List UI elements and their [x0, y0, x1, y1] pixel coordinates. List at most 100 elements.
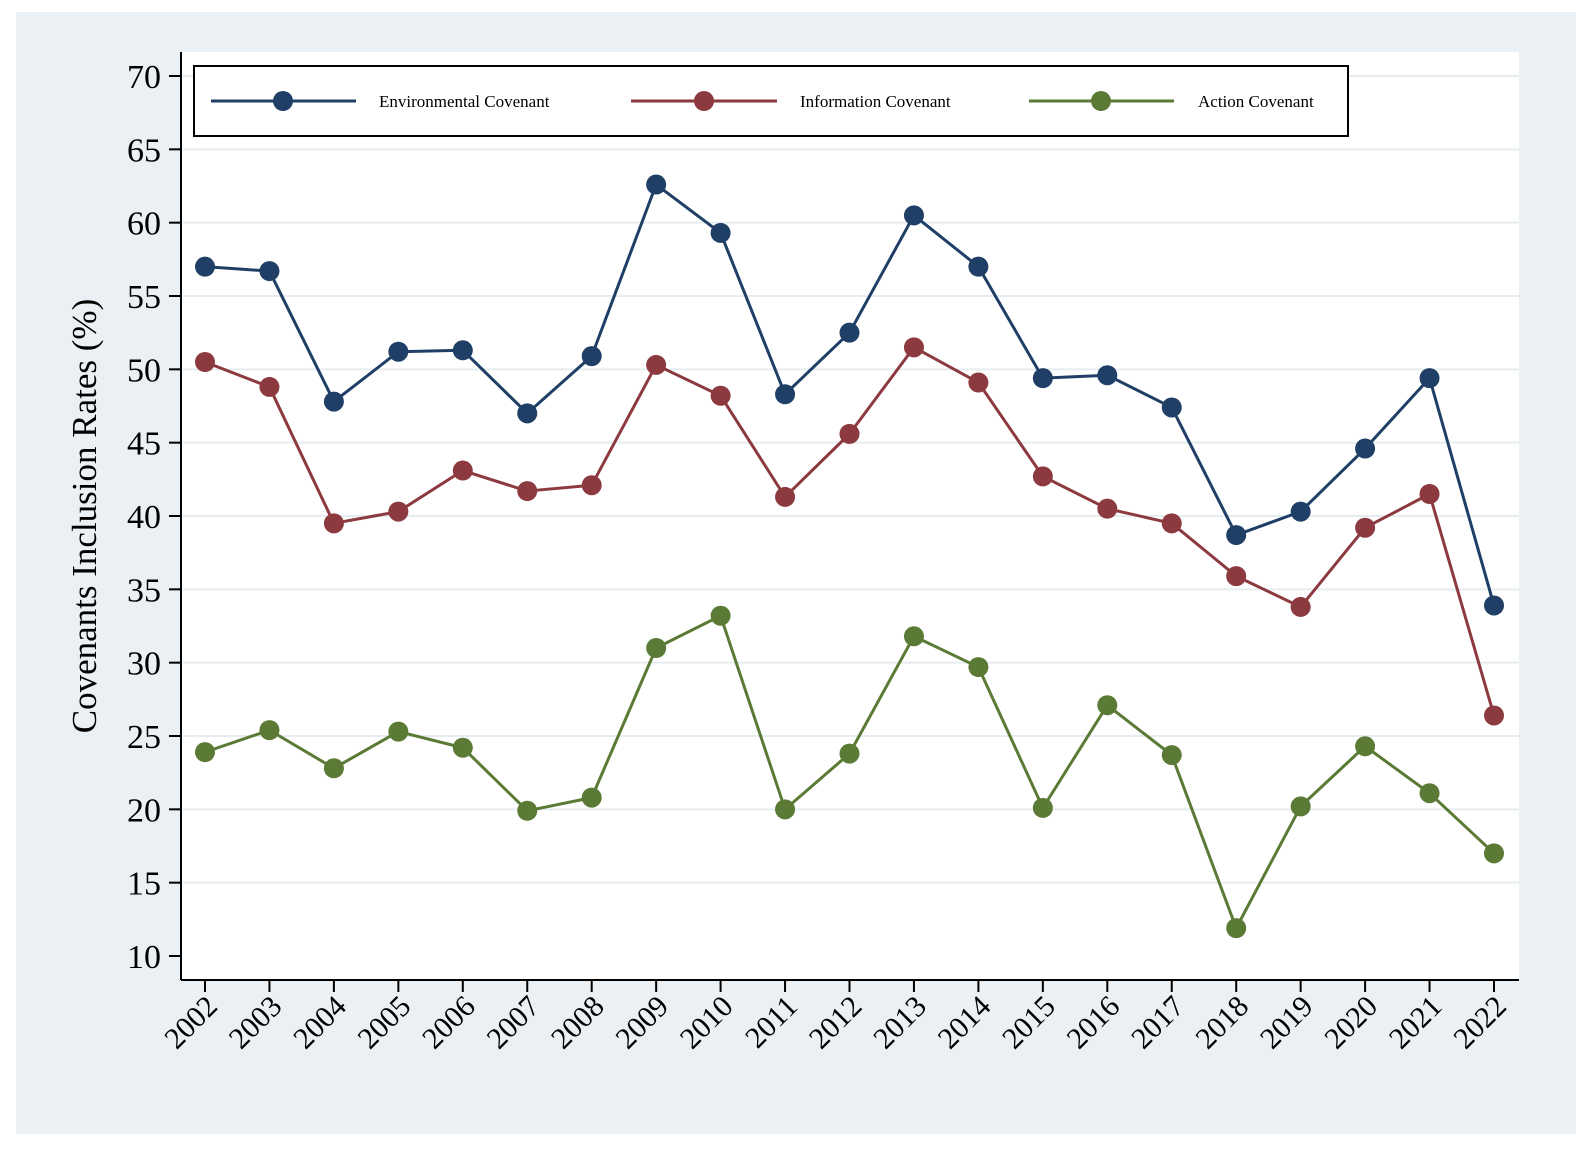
- x-tick-label: 2013: [867, 990, 933, 1056]
- x-tick-label: 2011: [739, 990, 804, 1055]
- data-point: [259, 261, 280, 282]
- data-point: [839, 423, 860, 444]
- data-point: [195, 742, 215, 763]
- data-point: [517, 800, 538, 821]
- y-tick-label: 70: [127, 59, 161, 96]
- data-point: [452, 737, 473, 758]
- legend-swatch-marker: [273, 91, 293, 111]
- y-tick-label: 50: [127, 352, 161, 389]
- legend-swatch-marker: [1091, 91, 1111, 111]
- data-point: [1161, 397, 1182, 418]
- data-point: [1226, 525, 1247, 546]
- y-tick-label: 15: [127, 866, 161, 903]
- data-point: [388, 341, 409, 362]
- x-tick-label: 2002: [158, 990, 224, 1056]
- x-tick-label: 2005: [352, 990, 418, 1056]
- y-tick-label: 40: [127, 499, 161, 536]
- data-point: [323, 513, 344, 534]
- y-tick-label: 25: [127, 719, 161, 756]
- y-tick-label: 45: [127, 426, 161, 463]
- data-point: [903, 205, 924, 226]
- legend-label: Environmental Covenant: [379, 92, 550, 111]
- y-tick-label: 55: [127, 279, 161, 316]
- data-point: [581, 787, 602, 808]
- x-tick-label: 2021: [1383, 990, 1449, 1056]
- data-point: [581, 475, 602, 496]
- y-tick-label: 20: [127, 792, 161, 829]
- x-tick-label: 2016: [1060, 990, 1126, 1056]
- data-point: [903, 626, 924, 647]
- data-point: [968, 372, 989, 393]
- x-tick-label: 2003: [223, 990, 289, 1056]
- x-tick-label: 2004: [287, 990, 353, 1056]
- data-point: [452, 460, 473, 481]
- data-point: [1290, 796, 1311, 817]
- x-tick-label: 2007: [480, 990, 546, 1056]
- y-tick-label: 10: [127, 939, 161, 976]
- series-action-covenant: [195, 605, 1504, 939]
- data-point: [1355, 517, 1376, 538]
- y-tick-label: 65: [127, 132, 161, 169]
- data-point: [1097, 498, 1118, 519]
- y-tick-label: 60: [127, 206, 161, 243]
- series-layer: [195, 174, 1504, 939]
- data-point: [1161, 745, 1182, 766]
- data-point: [517, 403, 538, 424]
- data-point: [1161, 513, 1182, 534]
- data-point: [1484, 843, 1504, 864]
- data-point: [1419, 783, 1440, 804]
- data-point: [1355, 736, 1376, 757]
- x-tick-label: 2006: [416, 990, 482, 1056]
- data-point: [259, 720, 280, 741]
- x-tick-label: 2010: [674, 990, 740, 1056]
- data-point: [1097, 695, 1118, 716]
- legend-item: Information Covenant: [631, 91, 951, 111]
- data-point: [1226, 918, 1247, 939]
- data-point: [1484, 595, 1504, 616]
- data-point: [775, 384, 796, 405]
- data-point: [1419, 484, 1440, 504]
- data-point: [1032, 466, 1053, 487]
- data-point: [710, 222, 731, 243]
- data-point: [1290, 501, 1311, 522]
- data-point: [517, 481, 538, 502]
- legend-item: Action Covenant: [1029, 91, 1314, 111]
- x-tick-label: 2019: [1254, 990, 1320, 1056]
- data-point: [1032, 797, 1053, 818]
- legend-label: Information Covenant: [800, 92, 951, 111]
- data-point: [195, 352, 215, 372]
- data-point: [1484, 705, 1504, 726]
- data-point: [839, 322, 860, 343]
- x-tick-label: 2017: [1125, 990, 1191, 1056]
- series-environmental-covenant: [195, 174, 1504, 616]
- x-tick-label: 2014: [932, 990, 998, 1056]
- data-point: [646, 354, 667, 375]
- data-point: [259, 376, 280, 397]
- x-tick-label: 2015: [996, 990, 1062, 1056]
- data-point: [710, 605, 731, 626]
- data-point: [1355, 438, 1376, 459]
- data-point: [775, 799, 796, 820]
- data-point: [195, 256, 215, 277]
- x-tick-label: 2018: [1189, 990, 1255, 1056]
- data-point: [1097, 365, 1118, 386]
- data-point: [646, 174, 667, 195]
- y-axis-title: Covenants Inclusion Rates (%): [65, 299, 104, 734]
- data-point: [323, 391, 344, 412]
- y-tick-label: 30: [127, 646, 161, 683]
- x-tick-label: 2009: [609, 990, 675, 1056]
- data-point: [1290, 596, 1311, 617]
- data-point: [452, 340, 473, 361]
- data-point: [323, 758, 344, 779]
- data-point: [581, 346, 602, 367]
- series-information-covenant: [195, 337, 1504, 726]
- data-point: [839, 743, 860, 764]
- data-point: [646, 638, 667, 658]
- data-point: [1419, 368, 1440, 389]
- data-point: [710, 385, 731, 406]
- data-point: [1226, 566, 1247, 587]
- x-tick-label: 2012: [803, 990, 869, 1056]
- x-tick-label: 2022: [1447, 990, 1513, 1056]
- data-point: [903, 337, 924, 358]
